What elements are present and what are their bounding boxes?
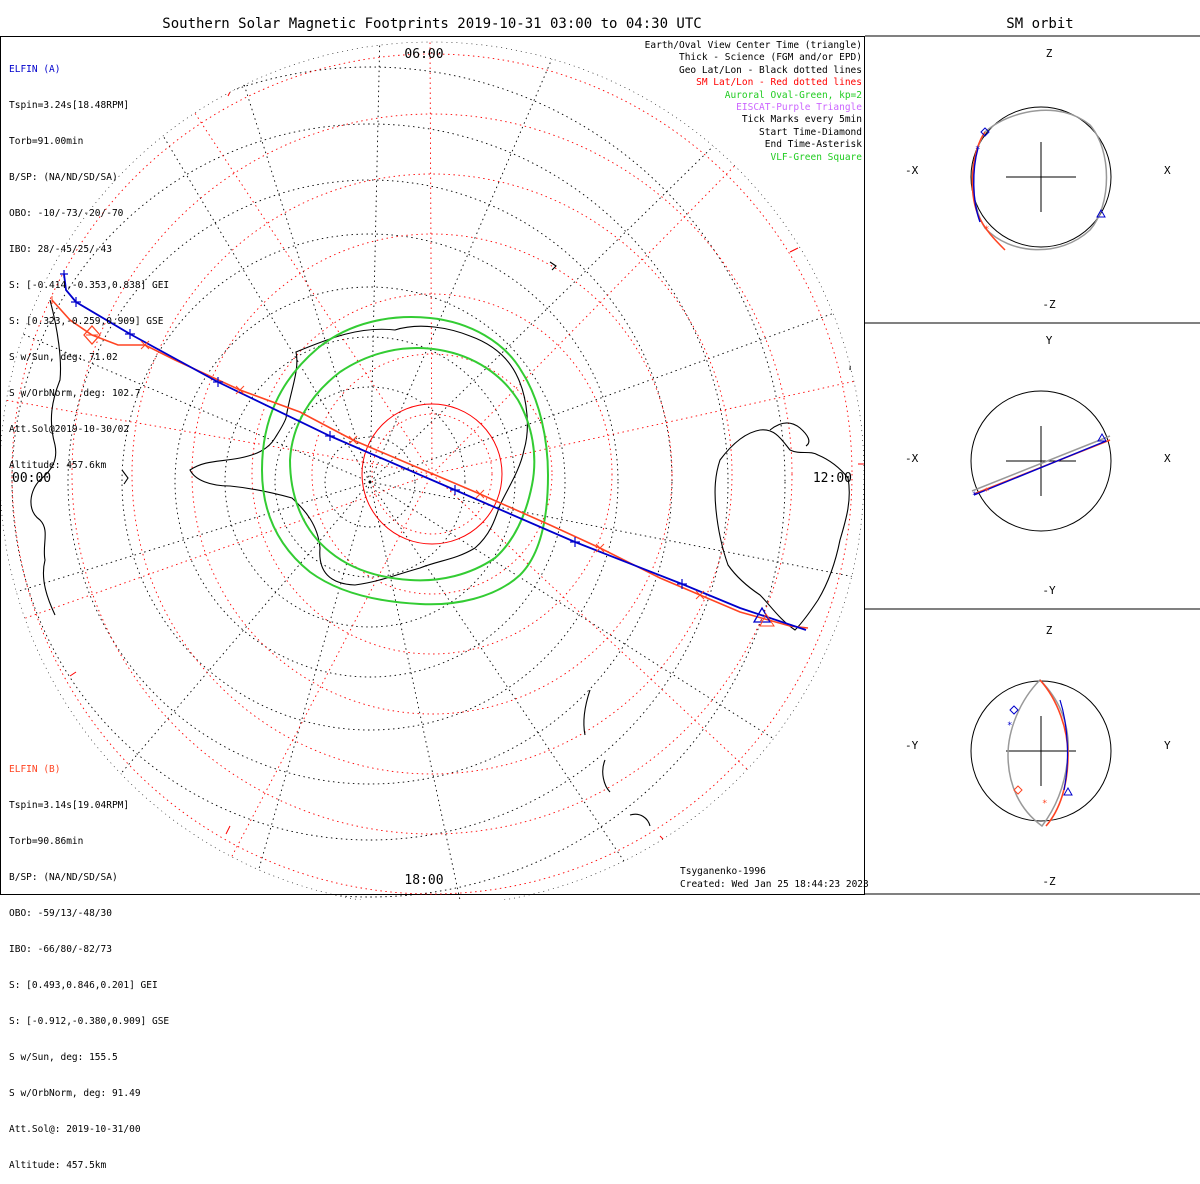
elfin-a-line: S: [-0.414,-0.353,0.838] GEI bbox=[9, 280, 170, 291]
island-coast-a bbox=[583, 689, 591, 736]
elfin-a-info: ELFIN (A) Tspin=3.24s[18.48RPM] Torb=91.… bbox=[9, 40, 169, 484]
orbit-panel-xy: * * Y -Y -X X bbox=[905, 334, 1171, 597]
legend-item: Start Time-Diamond bbox=[759, 126, 862, 138]
svg-text:*: * bbox=[972, 491, 977, 501]
orbit-panel-yz: * * Z -Z -Y Y bbox=[905, 624, 1171, 888]
axis-label: Y bbox=[1164, 739, 1171, 752]
auroral-oval-inner bbox=[288, 347, 536, 582]
plot-canvas: Southern Solar Magnetic Footprints 2019-… bbox=[0, 16, 1200, 900]
svg-text:*: * bbox=[1042, 799, 1047, 809]
orbit-panel-xz: * * Z -Z -X X bbox=[905, 47, 1171, 311]
lt-label-right: 12:00 bbox=[813, 471, 852, 486]
new-guinea-coast bbox=[769, 422, 810, 447]
island-coast-b bbox=[602, 759, 611, 793]
sm-orbit-title: SM orbit bbox=[1006, 16, 1073, 32]
auroral-oval-outer bbox=[260, 316, 550, 606]
elfin-a-line: Altitude: 457.6km bbox=[9, 460, 107, 471]
axis-label: -Y bbox=[905, 739, 919, 752]
elfin-a-line: Tspin=3.24s[18.48RPM] bbox=[9, 100, 130, 111]
elfin-b-line: OBO: -59/13/-48/30 bbox=[9, 908, 112, 919]
elfin-b-line: Torb=90.86min bbox=[9, 836, 84, 847]
elfin-b-line: B/SP: (NA/ND/SD/SA) bbox=[9, 872, 118, 883]
elfin-b-line: S: [0.493,0.846,0.201] GEI bbox=[9, 980, 158, 991]
svg-text:*: * bbox=[1007, 721, 1012, 731]
legend-item: Auroral Oval-Green, kp=2 bbox=[724, 89, 862, 101]
asia-coast-b bbox=[849, 599, 858, 661]
axis-label: -Z bbox=[1042, 875, 1056, 888]
legend-item: Geo Lat/Lon - Black dotted lines bbox=[678, 64, 862, 76]
elfin-b-info: ELFIN (B) Tspin=3.14s[19.04RPM] Torb=90.… bbox=[9, 740, 169, 1184]
elfin-a-line: S w/OrbNorm, deg: 102.7 bbox=[9, 388, 141, 399]
svg-text:*: * bbox=[984, 487, 989, 497]
elfin-b-line: Att.Sol@: 2019-10-31/00 bbox=[9, 1124, 141, 1135]
legend-item: Thick - Science (FGM and/or EPD) bbox=[678, 52, 862, 64]
created-credit: Created: Wed Jan 25 18:44:23 2023 bbox=[680, 879, 869, 890]
elfin-b-track bbox=[51, 299, 809, 629]
orbit-panels: * * Z -Z -X X * * Y -Y -X X bbox=[865, 35, 1200, 895]
plot-title: Southern Solar Magnetic Footprints 2019-… bbox=[162, 16, 701, 32]
axis-label: Z bbox=[1046, 47, 1053, 60]
island-coast-d bbox=[549, 261, 557, 271]
geo-lat-circles bbox=[0, 66, 786, 898]
coastlines bbox=[30, 261, 858, 827]
elfin-a-line: Att.Sol@2019-10-30/02 bbox=[9, 424, 130, 435]
svg-text:*: * bbox=[975, 145, 980, 155]
elfin-b-line: S w/Sun, deg: 155.5 bbox=[9, 1052, 118, 1063]
lt-label-bottom: 18:00 bbox=[404, 873, 443, 888]
antarctica-coast bbox=[189, 325, 528, 586]
axis-label: X bbox=[1164, 452, 1171, 465]
map-legend: Earth/Oval View Center Time (triangle) T… bbox=[645, 40, 862, 164]
elfin-b-line: Altitude: 457.5km bbox=[9, 1160, 107, 1171]
axis-label: -X bbox=[905, 164, 919, 177]
axis-label: -X bbox=[905, 452, 919, 465]
axis-label: Y bbox=[1046, 334, 1053, 347]
legend-item: Earth/Oval View Center Time (triangle) bbox=[644, 40, 862, 51]
elfin-a-name: ELFIN (A) bbox=[9, 64, 61, 75]
start-diamond bbox=[83, 325, 101, 345]
lt-label-left: 00:00 bbox=[12, 471, 51, 486]
sm-lat-circles bbox=[11, 53, 853, 895]
axis-label: Z bbox=[1046, 624, 1053, 637]
elfin-b-line: IBO: -66/80/-82/73 bbox=[9, 944, 112, 955]
elfin-b-line: Tspin=3.14s[19.04RPM] bbox=[9, 800, 130, 811]
legend-item: VLF-Green Square bbox=[770, 151, 862, 163]
australia-coast bbox=[714, 429, 850, 631]
sm-pole-circle bbox=[361, 403, 503, 545]
elfin-b-line: S: [-0.912,-0.380,0.909] GSE bbox=[9, 1016, 170, 1027]
island-coast-c bbox=[629, 813, 651, 827]
legend-item: SM Lat/Lon - Red dotted lines bbox=[696, 77, 862, 89]
map-boundary bbox=[0, 41, 865, 900]
elfin-b-line: S w/OrbNorm, deg: 91.49 bbox=[9, 1088, 141, 1099]
svg-text:*: * bbox=[984, 225, 989, 235]
elfin-a-ticks bbox=[60, 270, 687, 589]
sm-meridians bbox=[4, 42, 861, 861]
axis-label: -Z bbox=[1042, 298, 1056, 311]
elfin-a-line: OBO: -10/-73/-20/-70 bbox=[9, 208, 124, 219]
elfin-a-line: S w/Sun, deg: 71.02 bbox=[9, 352, 118, 363]
model-credit: Tsyganenko-1996 bbox=[680, 866, 766, 877]
elfin-a-line: Torb=91.00min bbox=[9, 136, 84, 147]
asia-coast-a bbox=[839, 329, 852, 371]
elfin-b-name: ELFIN (B) bbox=[9, 764, 61, 775]
elfin-a-line: B/SP: (NA/ND/SD/SA) bbox=[9, 172, 118, 183]
axis-label: X bbox=[1164, 164, 1171, 177]
elfin-a-line: S: [0.323,-0.259,0.909] GSE bbox=[9, 316, 164, 327]
legend-item: EISCAT-Purple Triangle bbox=[736, 101, 862, 113]
axis-label: -Y bbox=[1042, 584, 1056, 597]
legend-item: Tick Marks every 5min bbox=[741, 114, 862, 126]
sm-edge-ticks bbox=[69, 87, 864, 841]
elfin-a-line: IBO: 28/-45/25/-43 bbox=[9, 244, 112, 255]
map-frame bbox=[0, 36, 865, 895]
south-america-coast bbox=[30, 299, 62, 616]
island-coast-e bbox=[121, 469, 129, 485]
legend-item: End Time-Asterisk bbox=[764, 139, 862, 151]
elfin-b-ticks bbox=[51, 296, 705, 600]
lt-label-top: 06:00 bbox=[404, 47, 443, 62]
